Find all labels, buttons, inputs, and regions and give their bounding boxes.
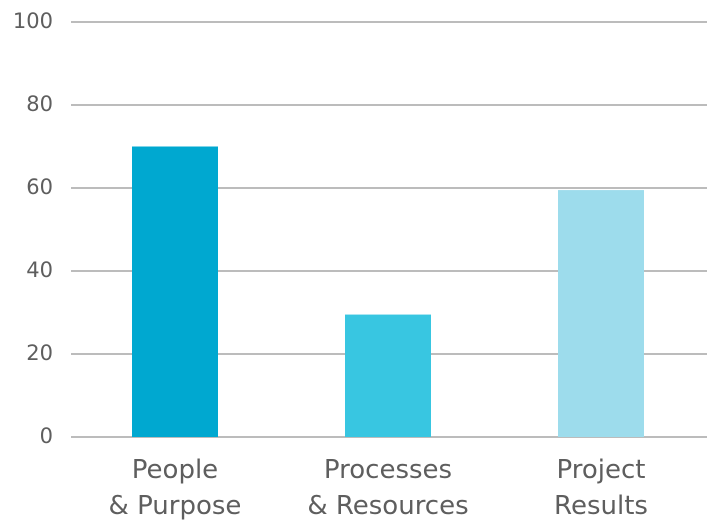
bar [345,314,431,437]
y-axis-tick-labels: 0 20 40 60 80 100 [13,9,53,448]
y-tick-label: 0 [40,424,53,448]
x-category-label-line: Project [557,455,646,485]
x-category-label-line: Processes [324,455,452,485]
y-tick-label: 40 [26,258,53,282]
x-category-label-line: People [132,455,218,485]
bar [132,146,218,437]
y-tick-label: 100 [13,9,53,33]
x-category-label-line: Results [554,491,648,521]
bar [558,190,644,437]
y-tick-label: 60 [26,175,53,199]
y-tick-label: 20 [26,341,53,365]
x-category-label: Processes & Resources [307,455,468,521]
y-tick-label: 80 [26,92,53,116]
x-category-label-line: & Resources [307,491,468,521]
x-axis-category-labels: People & Purpose Processes & Resources Proje… [109,455,648,521]
x-category-label: People & Purpose [109,455,242,521]
x-category-label: Project Results [554,455,648,521]
bars [132,146,644,437]
x-category-label-line: & Purpose [109,491,242,521]
